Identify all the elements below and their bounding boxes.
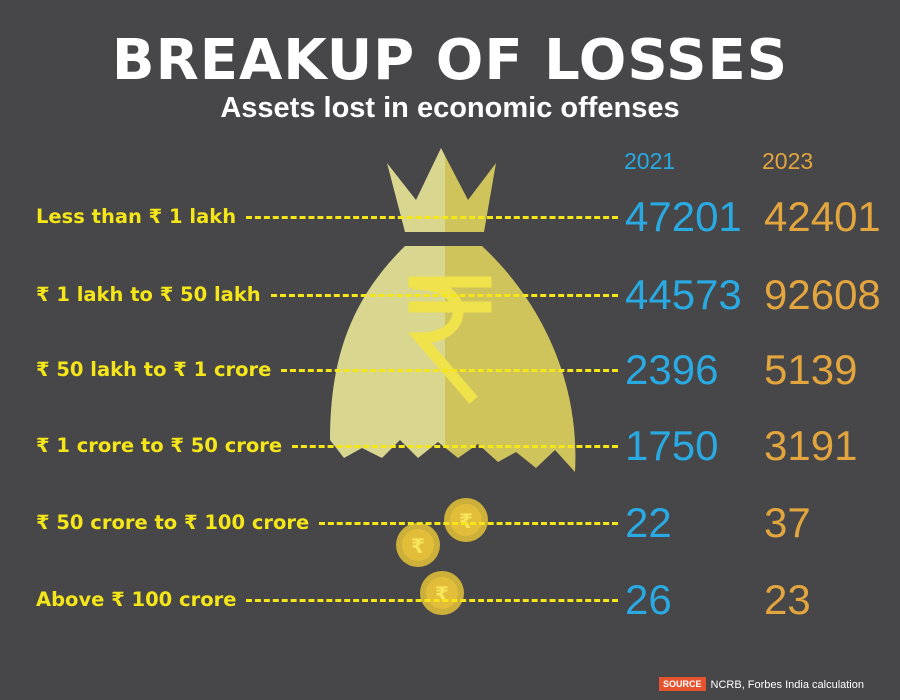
- chart-subtitle: Assets lost in economic offenses: [220, 92, 680, 124]
- column-header-2021: 2021: [624, 148, 676, 174]
- bag-neck-shape: [387, 148, 445, 232]
- value-2021: 44573: [625, 271, 742, 318]
- value-2023: 3191: [764, 422, 858, 469]
- leader-dashes: [270, 294, 618, 297]
- category-label: Less than ₹ 1 lakh: [36, 205, 237, 228]
- category-label: ₹ 50 crore to ₹ 100 crore: [36, 511, 310, 534]
- value-2023: 23: [764, 576, 811, 623]
- table-row: ₹ 1 crore to ₹ 50 crore 1750 3191: [0, 416, 900, 476]
- leader-dashes: [292, 445, 618, 448]
- value-2021: 1750: [625, 422, 719, 469]
- coin-icon: ₹: [396, 523, 440, 567]
- value-2023: 37: [764, 499, 811, 546]
- table-row: Above ₹ 100 crore 26 23: [0, 570, 900, 630]
- category-label: ₹ 50 lakh to ₹ 1 crore: [36, 358, 272, 381]
- source-text: NCRB, Forbes India calculation: [710, 679, 864, 691]
- value-2021: 2396: [625, 346, 719, 393]
- column-header-2023: 2023: [762, 148, 814, 174]
- value-2021: 26: [625, 576, 672, 623]
- value-2023: 92608: [764, 271, 881, 318]
- coin-icon: ₹: [444, 498, 488, 542]
- source-note: SOURCE NCRB, Forbes India calculation: [659, 677, 864, 693]
- table-row: ₹ 50 lakh to ₹ 1 crore 2396 5139: [0, 340, 900, 400]
- table-row: ₹ 1 lakh to ₹ 50 lakh 44573 92608: [0, 265, 900, 325]
- bag-tie: [406, 235, 480, 241]
- leader-dashes: [319, 522, 618, 525]
- bag-body-shape: [330, 246, 445, 458]
- value-2021: 22: [625, 499, 672, 546]
- svg-text:₹: ₹: [459, 509, 473, 533]
- bag-left-half: [330, 148, 445, 458]
- category-label: ₹ 1 lakh to ₹ 50 lakh: [36, 283, 261, 306]
- category-label: ₹ 1 crore to ₹ 50 crore: [36, 434, 283, 457]
- leader-dashes: [246, 216, 618, 219]
- bag-neck-shape: [445, 155, 496, 232]
- value-2023: 42401: [764, 193, 881, 240]
- source-label: SOURCE: [659, 677, 706, 691]
- chart-title: BREAKUP OF LOSSES: [111, 28, 789, 93]
- leader-dashes: [281, 369, 618, 372]
- category-label: Above ₹ 100 crore: [36, 588, 237, 611]
- value-2021: 47201: [625, 193, 742, 240]
- rupee-icon: [408, 276, 492, 404]
- table-row: Less than ₹ 1 lakh 47201 42401: [0, 187, 900, 247]
- table-row: ₹ 50 crore to ₹ 100 crore 22 37: [0, 493, 900, 553]
- leader-dashes: [246, 599, 618, 602]
- value-2023: 5139: [764, 346, 858, 393]
- svg-text:₹: ₹: [411, 534, 425, 558]
